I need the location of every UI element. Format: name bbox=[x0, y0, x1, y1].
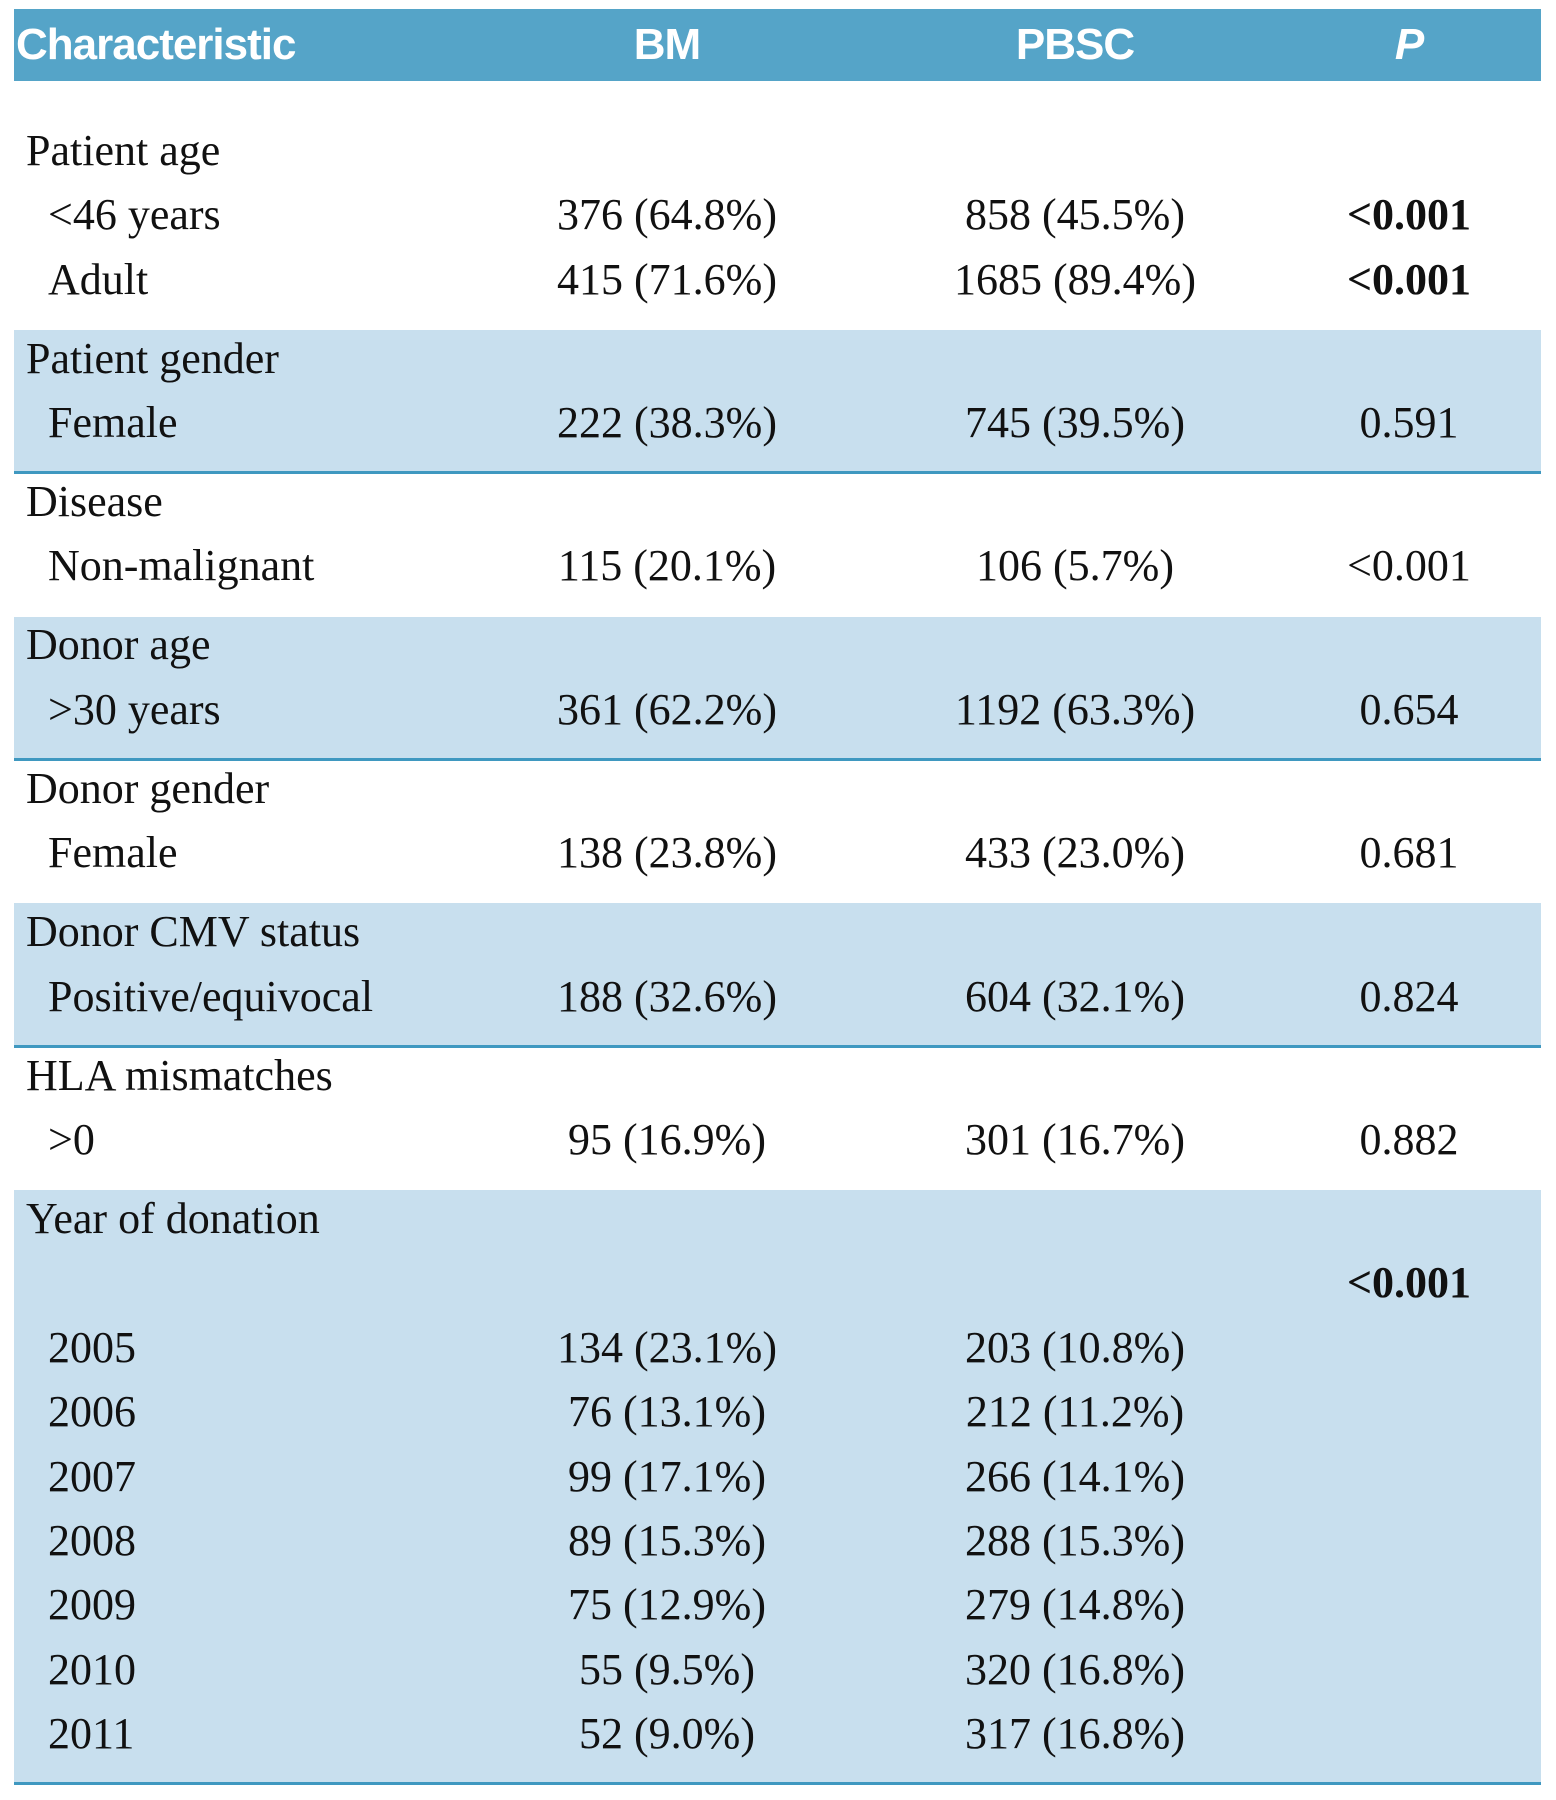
group-band bbox=[14, 329, 1541, 474]
bm-value: 415 (71.6%) bbox=[557, 254, 777, 304]
bm-value: 76 (13.1%) bbox=[568, 1387, 766, 1437]
group-band bbox=[14, 616, 1541, 760]
row-label: 2009 bbox=[48, 1580, 136, 1630]
p-value: 0.681 bbox=[1359, 828, 1459, 878]
group-label: Donor gender bbox=[26, 763, 270, 813]
group-band bbox=[14, 1190, 1541, 1785]
row-label: 2007 bbox=[48, 1451, 136, 1501]
p-value: 0.882 bbox=[1359, 1115, 1459, 1164]
group-label: Donor CMV status bbox=[26, 907, 361, 957]
row-label: <46 years bbox=[48, 190, 221, 240]
header-cell: PBSC bbox=[1015, 20, 1135, 69]
bm-value: 95 (16.9%) bbox=[568, 1115, 766, 1164]
pbsc-value: 1192 (63.3%) bbox=[954, 684, 1196, 734]
p-value: 0.654 bbox=[1359, 684, 1459, 734]
p-value: 0.824 bbox=[1359, 971, 1459, 1021]
row-label: 2005 bbox=[48, 1322, 136, 1372]
row-label: Positive/equivocal bbox=[48, 971, 374, 1021]
row-label: Non-malignant bbox=[48, 541, 315, 591]
pbsc-value: 203 (10.8%) bbox=[965, 1322, 1185, 1372]
pbsc-value: 1685 (89.4%) bbox=[954, 254, 1196, 304]
header-cell: P bbox=[1394, 20, 1424, 69]
group-label: HLA mismatches bbox=[26, 1050, 333, 1100]
header-cell: Characteristic bbox=[16, 20, 296, 69]
group-label: Year of donation bbox=[26, 1194, 320, 1243]
pbsc-value: 212 (11.2%) bbox=[965, 1387, 1185, 1437]
bm-value: 134 (23.1%) bbox=[557, 1322, 777, 1372]
pbsc-value: 266 (14.1%) bbox=[965, 1451, 1185, 1501]
group-rule bbox=[14, 1044, 1541, 1048]
group-label: Donor age bbox=[26, 620, 211, 670]
group-rule bbox=[14, 1782, 1541, 1786]
group-label: Patient age bbox=[26, 125, 221, 175]
bm-value: 99 (17.1%) bbox=[568, 1451, 766, 1501]
group-band bbox=[14, 903, 1541, 1047]
p-value: <0.001 bbox=[1346, 254, 1472, 304]
group-label: Patient gender bbox=[26, 333, 279, 383]
pbsc-value: 288 (15.3%) bbox=[965, 1516, 1185, 1565]
row-label: 2006 bbox=[48, 1387, 136, 1437]
row-label: >30 years bbox=[48, 684, 221, 734]
row-label: 2010 bbox=[48, 1644, 136, 1694]
bm-value: 138 (23.8%) bbox=[557, 828, 777, 878]
bm-value: 115 (20.1%) bbox=[557, 541, 777, 591]
header-cell: BM bbox=[633, 20, 701, 69]
row-label: 2008 bbox=[48, 1516, 136, 1565]
pbsc-value: 317 (16.8%) bbox=[965, 1709, 1185, 1759]
row-label: Female bbox=[48, 398, 178, 447]
row-label: >0 bbox=[48, 1115, 95, 1164]
bm-value: 188 (32.6%) bbox=[557, 971, 777, 1021]
pbsc-value: 433 (23.0%) bbox=[965, 828, 1185, 878]
p-value: <0.001 bbox=[1346, 190, 1472, 240]
row-label: Female bbox=[48, 828, 178, 878]
pbsc-value: 745 (39.5%) bbox=[965, 398, 1185, 447]
group-rule bbox=[14, 758, 1541, 761]
bm-value: 89 (15.3%) bbox=[568, 1516, 766, 1565]
group-rule bbox=[14, 471, 1541, 475]
bm-value: 75 (12.9%) bbox=[568, 1580, 766, 1630]
p-value: 0.591 bbox=[1359, 398, 1459, 447]
group-label: Disease bbox=[26, 477, 163, 526]
pbsc-value: 301 (16.7%) bbox=[965, 1115, 1185, 1164]
row-label: 2011 bbox=[48, 1709, 135, 1759]
pbsc-value: 279 (14.8%) bbox=[965, 1580, 1185, 1630]
bm-value: 52 (9.0%) bbox=[579, 1709, 755, 1759]
pbsc-value: 604 (32.1%) bbox=[965, 971, 1185, 1021]
p-value: <0.001 bbox=[1346, 1258, 1472, 1308]
pbsc-value: 320 (16.8%) bbox=[965, 1644, 1185, 1694]
pbsc-value: 106 (5.7%) bbox=[976, 541, 1174, 591]
bm-value: 361 (62.2%) bbox=[557, 684, 777, 734]
pbsc-value: 858 (45.5%) bbox=[965, 190, 1185, 240]
bm-value: 222 (38.3%) bbox=[557, 398, 777, 447]
row-label: Adult bbox=[48, 254, 149, 304]
bm-value: 55 (9.5%) bbox=[579, 1644, 755, 1694]
bm-value: 376 (64.8%) bbox=[557, 190, 777, 240]
p-value: <0.001 bbox=[1347, 541, 1471, 591]
header-row: Characteristic BM PBSC P bbox=[14, 9, 1541, 81]
